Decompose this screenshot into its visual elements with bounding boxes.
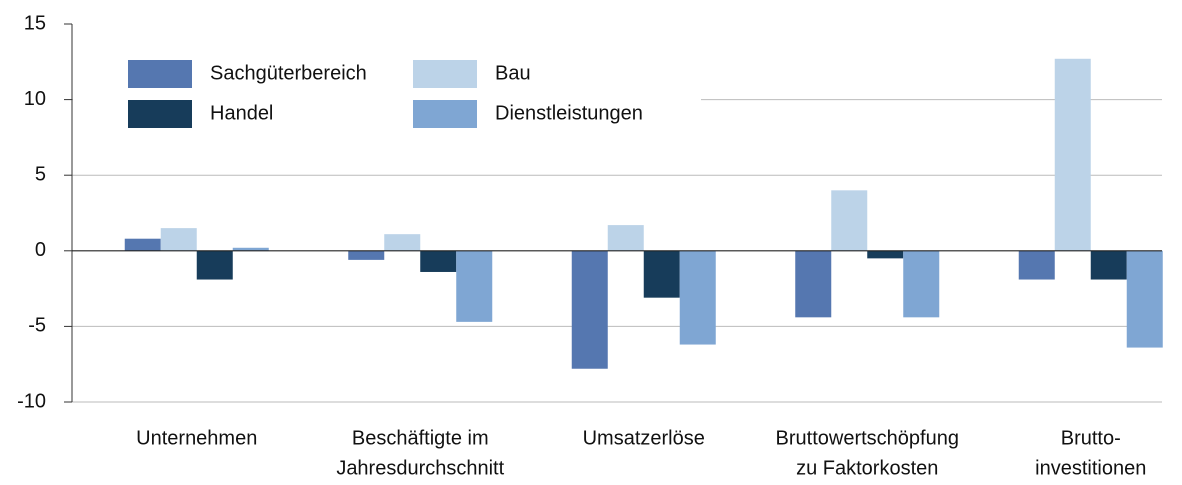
x-tick-label: Beschäftigte im [352,427,489,449]
bar [1054,58,1091,251]
x-tick-label: Brutto- [1061,427,1121,449]
legend-swatch [413,100,477,128]
bar [607,225,644,251]
bar [1090,250,1127,280]
legend-label: Handel [210,102,273,124]
legend-label: Dienstleistungen [495,102,643,124]
y-tick-label: -10 [17,390,46,412]
bar [196,250,233,280]
y-tick-label: 10 [24,88,46,110]
x-tick-label: investitionen [1035,457,1146,479]
bar [232,247,269,251]
legend-swatch [128,100,192,128]
y-tick-label: 0 [35,239,46,261]
bar [679,250,716,345]
bar [571,250,608,369]
bar [420,250,457,272]
bar [160,228,197,251]
bar [1018,250,1055,280]
y-tick-label: -5 [28,315,46,337]
bar [831,190,868,251]
bar [1126,250,1163,348]
bar [384,234,421,251]
y-tick-label: 5 [35,163,46,185]
bar [795,250,832,318]
legend-label: Bau [495,62,531,84]
bar [348,250,385,260]
bar [903,250,940,318]
x-tick-label: zu Faktorkosten [796,457,938,479]
y-tick-label: 15 [24,12,46,34]
bar [867,250,904,259]
x-tick-label: Unternehmen [136,427,257,449]
x-tick-label: Jahresdurchschnitt [336,457,504,479]
x-tick-label: Bruttowertschöpfung [776,427,959,449]
legend-swatch [413,60,477,88]
x-tick-label: Umsatzerlöse [583,427,705,449]
bar [124,238,161,251]
legend-label: Sachgüterbereich [210,62,367,84]
legend-swatch [128,60,192,88]
bar [456,250,493,322]
bar [643,250,680,298]
